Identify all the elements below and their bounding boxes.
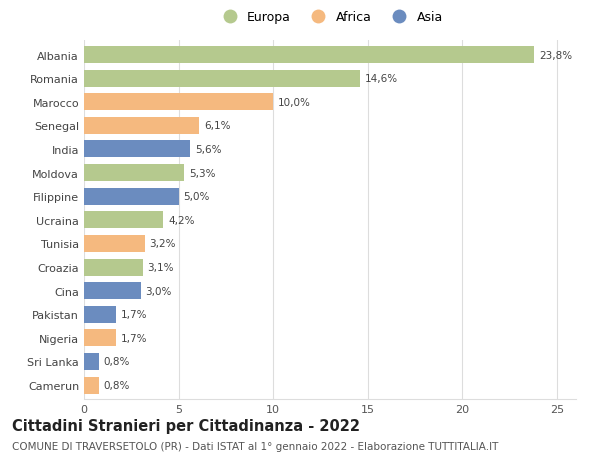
Text: 0,8%: 0,8% — [104, 357, 130, 367]
Text: Cittadini Stranieri per Cittadinanza - 2022: Cittadini Stranieri per Cittadinanza - 2… — [12, 418, 360, 433]
Text: 0,8%: 0,8% — [104, 380, 130, 390]
Bar — [84, 94, 273, 111]
Bar — [84, 118, 199, 134]
Text: COMUNE DI TRAVERSETOLO (PR) - Dati ISTAT al 1° gennaio 2022 - Elaborazione TUTTI: COMUNE DI TRAVERSETOLO (PR) - Dati ISTAT… — [12, 441, 499, 451]
Text: 3,0%: 3,0% — [146, 286, 172, 296]
Text: 3,2%: 3,2% — [149, 239, 176, 249]
Bar — [84, 330, 116, 347]
Text: 10,0%: 10,0% — [278, 98, 311, 107]
Legend: Europa, Africa, Asia: Europa, Africa, Asia — [213, 7, 447, 28]
Bar — [84, 377, 99, 394]
Text: 14,6%: 14,6% — [365, 74, 398, 84]
Bar — [84, 165, 184, 182]
Bar — [84, 47, 535, 64]
Bar — [84, 235, 145, 252]
Text: 1,7%: 1,7% — [121, 333, 148, 343]
Text: 3,1%: 3,1% — [148, 263, 174, 273]
Text: 23,8%: 23,8% — [539, 50, 572, 61]
Bar — [84, 212, 163, 229]
Text: 6,1%: 6,1% — [204, 121, 230, 131]
Bar — [84, 306, 116, 323]
Bar — [84, 259, 143, 276]
Bar — [84, 188, 179, 205]
Text: 1,7%: 1,7% — [121, 309, 148, 319]
Text: 5,0%: 5,0% — [184, 192, 210, 202]
Bar — [84, 353, 99, 370]
Bar — [84, 141, 190, 158]
Text: 4,2%: 4,2% — [168, 215, 195, 225]
Text: 5,6%: 5,6% — [194, 145, 221, 155]
Bar — [84, 282, 141, 299]
Bar — [84, 71, 360, 88]
Text: 5,3%: 5,3% — [189, 168, 215, 178]
